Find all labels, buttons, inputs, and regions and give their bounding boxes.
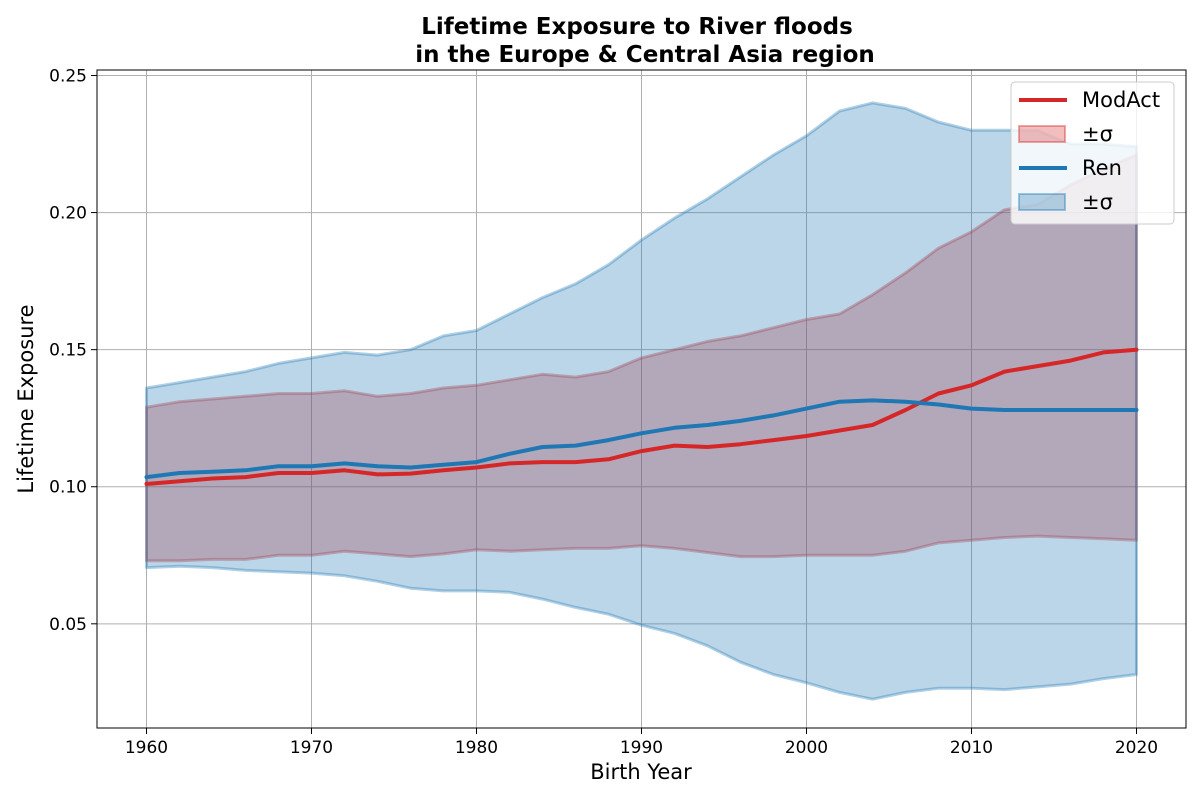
y-axis-ticks: 0.05 0.10 0.15 0.20 0.25 <box>49 66 97 635</box>
legend-label-ren: Ren <box>1082 156 1122 180</box>
legend: ModAct ±σ Ren ±σ <box>1010 81 1175 225</box>
chart-title: Lifetime Exposure to River floods <box>421 14 853 40</box>
x-tick-label: 2010 <box>950 738 993 758</box>
y-tick-label: 0.05 <box>49 615 87 635</box>
legend-label-modact-band: ±σ <box>1082 122 1113 146</box>
y-tick-label: 0.20 <box>49 204 87 224</box>
legend-box <box>1010 81 1175 225</box>
legend-band-ren <box>1018 193 1066 211</box>
x-axis-label: Birth Year <box>590 760 692 784</box>
line-modact <box>144 347 1139 486</box>
series-lines <box>144 347 1139 486</box>
x-tick-label: 1980 <box>455 738 498 758</box>
x-tick-label: 2020 <box>1115 738 1158 758</box>
legend-label-ren-band: ±σ <box>1082 190 1113 214</box>
y-axis-label: Lifetime Exposure <box>14 304 38 493</box>
y-tick-label: 0.25 <box>49 66 87 86</box>
legend-label-modact: ModAct <box>1082 88 1160 112</box>
band-ren <box>145 101 1138 701</box>
y-tick-label: 0.15 <box>49 341 87 361</box>
x-tick-label: 1970 <box>290 738 333 758</box>
x-tick-label: 2000 <box>785 738 828 758</box>
y-tick-label: 0.10 <box>49 478 87 498</box>
error-bands <box>145 101 1138 701</box>
chart-subtitle: in the Europe & Central Asia region <box>415 42 875 68</box>
line-ren <box>144 398 1139 480</box>
x-tick-label: 1990 <box>620 738 663 758</box>
x-axis-ticks: 1960 1970 1980 1990 2000 2010 2020 <box>125 728 1158 758</box>
grid <box>97 70 1186 728</box>
band-modact <box>145 153 1138 563</box>
x-tick-label: 1960 <box>125 738 168 758</box>
legend-band-modact <box>1018 125 1066 143</box>
